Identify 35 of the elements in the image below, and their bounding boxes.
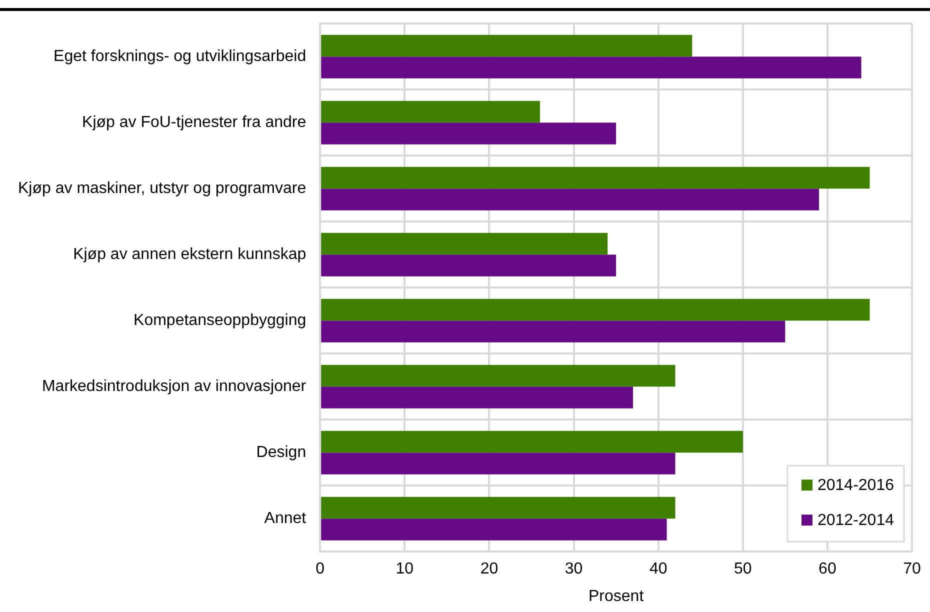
y-tick-label: Kjøp av annen ekstern kunnskap bbox=[73, 246, 306, 264]
bar bbox=[321, 298, 870, 321]
legend-label: 2014-2016 bbox=[817, 477, 894, 494]
y-tick-label: Design bbox=[256, 444, 306, 462]
legend-label: 2012-2014 bbox=[817, 512, 894, 530]
bar bbox=[321, 34, 692, 57]
bar bbox=[321, 386, 633, 408]
bar bbox=[321, 56, 862, 78]
x-tick-label: 50 bbox=[734, 560, 752, 578]
x-tick-label: 10 bbox=[396, 560, 414, 578]
bar bbox=[321, 254, 616, 276]
bar bbox=[321, 430, 743, 453]
bar bbox=[321, 122, 616, 144]
x-tick-label: 20 bbox=[480, 560, 498, 578]
y-tick-label: Annet bbox=[264, 510, 307, 528]
bar bbox=[321, 166, 870, 189]
bar bbox=[321, 100, 540, 123]
x-tick-label: 60 bbox=[818, 560, 836, 578]
y-tick-label: Kjøp av maskiner, utstyr og programvare bbox=[18, 180, 306, 198]
y-tick-label: Kompetanseoppbygging bbox=[134, 312, 306, 330]
x-tick-label: 70 bbox=[903, 560, 921, 578]
y-tick-label: Kjøp av FoU-tjenester fra andre bbox=[82, 114, 306, 132]
y-tick-label: Eget forsknings- og utviklingsarbeid bbox=[54, 48, 306, 66]
bar bbox=[321, 496, 676, 519]
bar bbox=[321, 452, 676, 474]
x-tick-label: 0 bbox=[316, 560, 325, 578]
bar bbox=[321, 518, 667, 540]
x-axis-title: Prosent bbox=[588, 588, 644, 605]
bar bbox=[321, 364, 676, 387]
x-tick-label: 30 bbox=[564, 560, 583, 578]
y-tick-label: Markedsintroduksjon av innovasjoner bbox=[42, 378, 307, 396]
bar bbox=[321, 320, 786, 342]
bar bbox=[321, 232, 608, 255]
bar bbox=[321, 188, 819, 210]
x-tick-label: 40 bbox=[649, 560, 668, 578]
